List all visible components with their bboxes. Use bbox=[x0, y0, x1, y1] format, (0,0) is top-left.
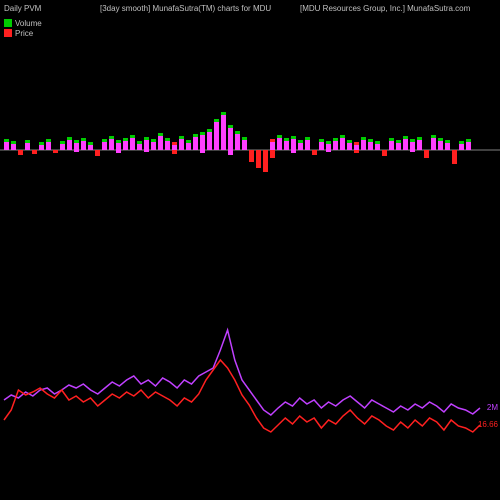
chart-container: Daily PVM [3day smooth] MunafaSutra(TM) … bbox=[0, 0, 500, 500]
volume-end-label: 2M bbox=[487, 403, 498, 412]
chart-svg bbox=[0, 0, 500, 500]
price-end-label: 16.66 bbox=[478, 420, 498, 429]
